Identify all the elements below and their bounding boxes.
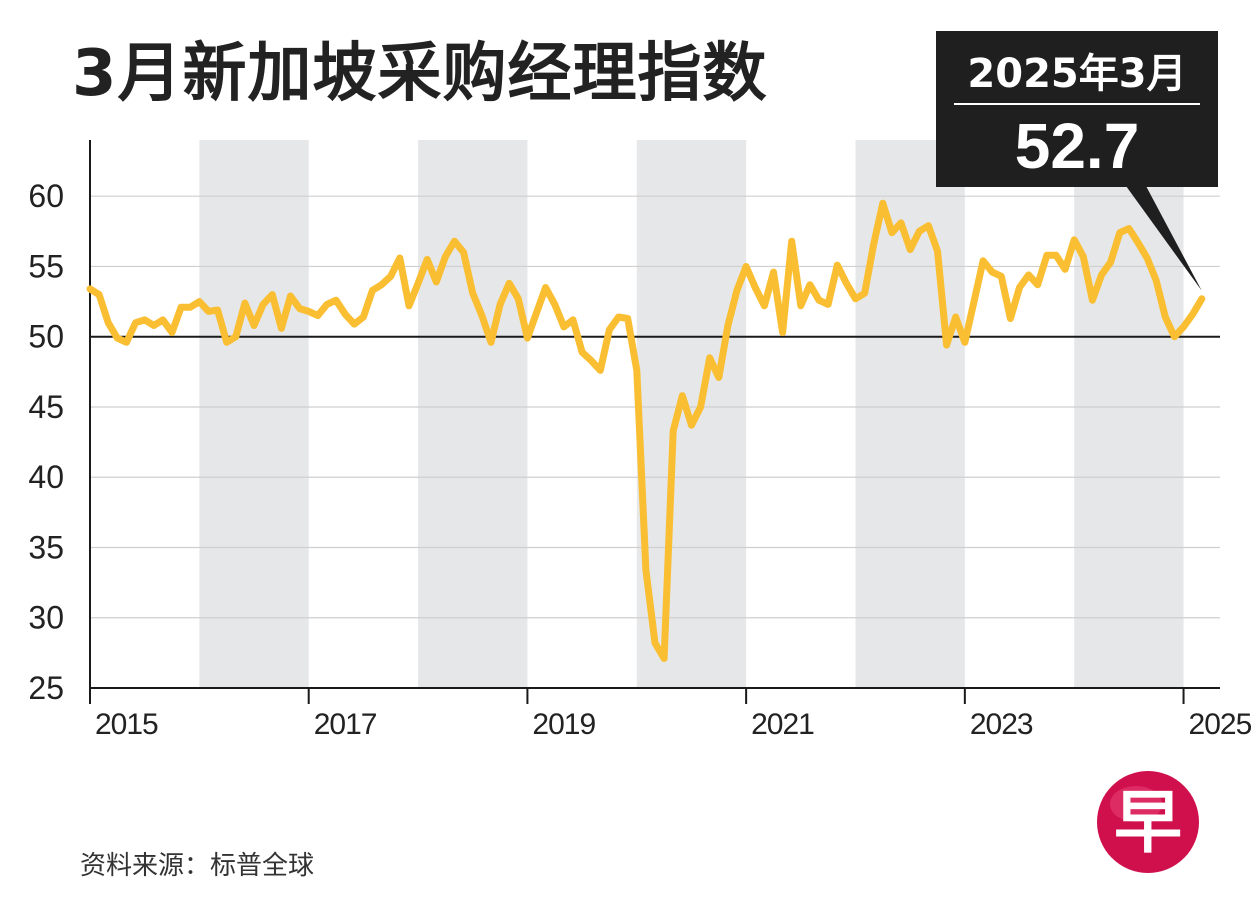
logo-highlight xyxy=(1110,786,1162,822)
y-tick-label: 50 xyxy=(28,319,64,355)
callout-pointer-group xyxy=(1126,186,1202,291)
x-tick-labels: 2015 2017 2019 2021 2023 2025年 xyxy=(89,688,1251,741)
year-bands xyxy=(199,140,1184,688)
x-tick-label: 2015 xyxy=(95,708,158,741)
axes xyxy=(89,140,1220,689)
gridlines xyxy=(90,195,1220,619)
y-tick-label: 35 xyxy=(28,529,64,565)
x-tick-label: 2021 xyxy=(751,708,814,741)
year-band-2022 xyxy=(855,140,965,688)
year-band-2018 xyxy=(418,140,528,688)
series-group xyxy=(86,199,1206,662)
logo-glyph: 早 xyxy=(1114,784,1182,863)
callout-divider xyxy=(954,103,1200,105)
y-tick-label: 40 xyxy=(28,459,64,495)
callout-pointer xyxy=(1126,186,1202,291)
chart-title: 3月新加坡采购经理指数 xyxy=(72,37,768,111)
callout-date: 2025年3月 xyxy=(967,51,1187,97)
y-tick-label: 55 xyxy=(28,248,64,284)
source-note: 资料来源：标普全球 xyxy=(80,851,315,881)
x-tick-label: 2017 xyxy=(314,708,377,741)
x-tick-label: 2019 xyxy=(532,708,595,741)
callout-value: 52.7 xyxy=(1014,110,1140,182)
zaobao-logo: 早 xyxy=(1097,771,1199,873)
x-tick-label: 2025年 xyxy=(1189,708,1251,741)
x-tick-label: 2023 xyxy=(970,708,1033,741)
year-band-2016 xyxy=(199,140,309,688)
year-band-2024 xyxy=(1074,140,1184,688)
y-tick-label: 45 xyxy=(28,389,64,425)
y-tick-label: 25 xyxy=(28,670,64,706)
y-tick-label: 30 xyxy=(28,600,64,636)
latest-value-callout: 2025年3月 52.7 xyxy=(936,31,1218,187)
y-tick-labels: 25 30 35 40 45 50 55 60 xyxy=(28,178,64,706)
y-tick-label: 60 xyxy=(28,178,64,214)
